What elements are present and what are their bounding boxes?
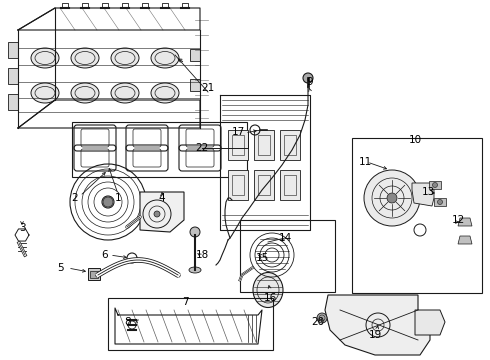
Circle shape bbox=[438, 199, 442, 204]
Ellipse shape bbox=[71, 48, 99, 68]
Bar bbox=[284, 175, 296, 195]
Text: 22: 22 bbox=[196, 143, 209, 153]
Ellipse shape bbox=[253, 273, 283, 307]
Text: 12: 12 bbox=[451, 215, 465, 225]
Bar bbox=[280, 130, 300, 160]
Text: 4: 4 bbox=[159, 193, 165, 203]
Text: 5: 5 bbox=[57, 263, 63, 273]
Text: 19: 19 bbox=[368, 330, 382, 340]
Polygon shape bbox=[8, 94, 18, 110]
Text: 14: 14 bbox=[278, 233, 292, 243]
Polygon shape bbox=[140, 192, 184, 232]
Ellipse shape bbox=[31, 48, 59, 68]
Text: 15: 15 bbox=[255, 253, 269, 263]
Bar bbox=[228, 130, 248, 160]
Bar bbox=[108, 298, 273, 350]
Text: 20: 20 bbox=[312, 317, 324, 327]
Circle shape bbox=[317, 313, 327, 323]
Ellipse shape bbox=[189, 267, 201, 273]
Bar bbox=[228, 170, 248, 200]
Ellipse shape bbox=[71, 83, 99, 103]
Bar bbox=[72, 122, 247, 177]
Polygon shape bbox=[458, 236, 472, 244]
Polygon shape bbox=[190, 49, 200, 61]
Polygon shape bbox=[429, 181, 441, 189]
Polygon shape bbox=[412, 183, 434, 206]
Circle shape bbox=[364, 170, 420, 226]
Polygon shape bbox=[88, 268, 100, 280]
Text: 17: 17 bbox=[231, 127, 245, 137]
Polygon shape bbox=[8, 42, 18, 58]
Text: 6: 6 bbox=[102, 250, 108, 260]
Polygon shape bbox=[8, 68, 18, 84]
Text: 9: 9 bbox=[307, 77, 313, 87]
Text: 11: 11 bbox=[358, 157, 371, 167]
Circle shape bbox=[303, 73, 313, 83]
Ellipse shape bbox=[111, 83, 139, 103]
Text: 16: 16 bbox=[264, 293, 277, 303]
Bar bbox=[258, 135, 270, 155]
Bar bbox=[232, 175, 244, 195]
Polygon shape bbox=[415, 310, 445, 335]
Bar bbox=[352, 138, 482, 293]
Circle shape bbox=[387, 193, 397, 203]
Text: 21: 21 bbox=[201, 83, 215, 93]
Polygon shape bbox=[90, 271, 98, 278]
Ellipse shape bbox=[151, 48, 179, 68]
Bar bbox=[280, 170, 300, 200]
Polygon shape bbox=[458, 218, 472, 226]
Bar bbox=[254, 170, 274, 200]
Text: 7: 7 bbox=[182, 297, 188, 307]
Circle shape bbox=[190, 227, 200, 237]
Circle shape bbox=[433, 183, 438, 188]
Text: 18: 18 bbox=[196, 250, 209, 260]
Text: 8: 8 bbox=[124, 317, 131, 327]
Circle shape bbox=[103, 197, 113, 207]
Text: 10: 10 bbox=[409, 135, 421, 145]
Ellipse shape bbox=[151, 83, 179, 103]
Text: 13: 13 bbox=[421, 187, 435, 197]
Bar bbox=[232, 135, 244, 155]
Circle shape bbox=[154, 211, 160, 217]
Polygon shape bbox=[325, 295, 430, 355]
Text: 3: 3 bbox=[19, 223, 25, 233]
Ellipse shape bbox=[111, 48, 139, 68]
Bar bbox=[284, 135, 296, 155]
Text: 1: 1 bbox=[115, 193, 122, 203]
Bar bbox=[254, 130, 274, 160]
Bar bbox=[240, 220, 335, 292]
Text: 2: 2 bbox=[72, 193, 78, 203]
Polygon shape bbox=[434, 198, 446, 206]
Ellipse shape bbox=[31, 83, 59, 103]
Polygon shape bbox=[190, 79, 200, 91]
Bar bbox=[258, 175, 270, 195]
